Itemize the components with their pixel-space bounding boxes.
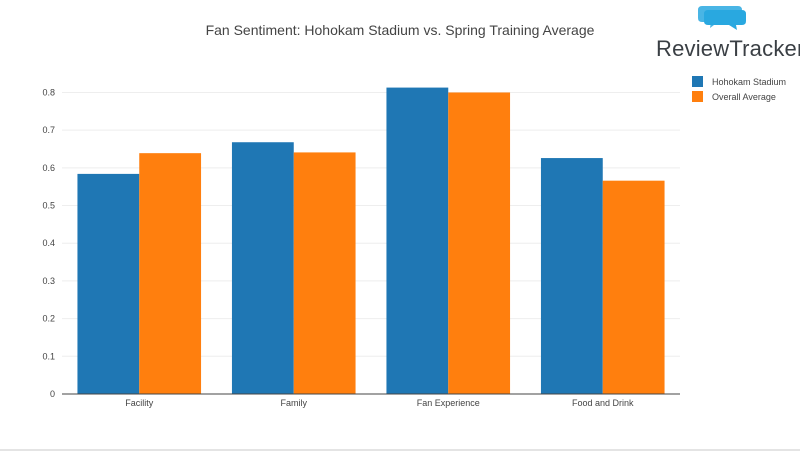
- chart-title: Fan Sentiment: Hohokam Stadium vs. Sprin…: [205, 22, 595, 38]
- bar-overall-average-facility: [139, 153, 202, 394]
- y-tick-label: 0.5: [42, 201, 55, 211]
- legend-item-overall-average[interactable]: Overall Average: [692, 89, 797, 104]
- y-tick-label: 0.1: [42, 351, 55, 361]
- x-tick-label: Fan Experience: [417, 398, 480, 408]
- bar-overall-average-family: [293, 152, 356, 394]
- bar-hohokam-stadium-food-and-drink: [540, 158, 603, 394]
- logo-text: ReviewTrackers: [656, 36, 800, 61]
- legend-swatch-overall-average: [692, 91, 703, 102]
- legend-item-hohokam-stadium[interactable]: Hohokam Stadium: [692, 74, 797, 89]
- bar-hohokam-stadium-facility: [77, 173, 140, 394]
- y-tick-label: 0.7: [42, 125, 55, 135]
- y-tick-label: 0.4: [42, 238, 55, 248]
- y-tick-label: 0.6: [42, 163, 55, 173]
- chart-legend: Hohokam Stadium Overall Average: [692, 74, 797, 104]
- bar-overall-average-food-and-drink: [602, 180, 665, 394]
- x-tick-label: Facility: [125, 398, 154, 408]
- speech-bubbles-icon: [698, 6, 746, 30]
- legend-label-hohokam-stadium: Hohokam Stadium: [712, 76, 787, 87]
- y-tick-label: 0.2: [42, 314, 55, 324]
- legend-swatch-hohokam-stadium: [692, 76, 703, 87]
- y-tick-label: 0.3: [42, 276, 55, 286]
- x-tick-label: Family: [281, 398, 308, 408]
- bar-hohokam-stadium-family: [231, 142, 294, 394]
- bar-overall-average-fan-experience: [448, 92, 511, 394]
- y-tick-label: 0: [50, 389, 55, 399]
- x-tick-label: Food and Drink: [572, 398, 634, 408]
- reviewtrackers-logo: ReviewTrackers: [652, 4, 800, 64]
- bottom-divider: [0, 449, 800, 451]
- bar-hohokam-stadium-fan-experience: [386, 87, 449, 394]
- y-tick-label: 0.8: [42, 87, 55, 97]
- legend-label-overall-average: Overall Average: [712, 91, 776, 102]
